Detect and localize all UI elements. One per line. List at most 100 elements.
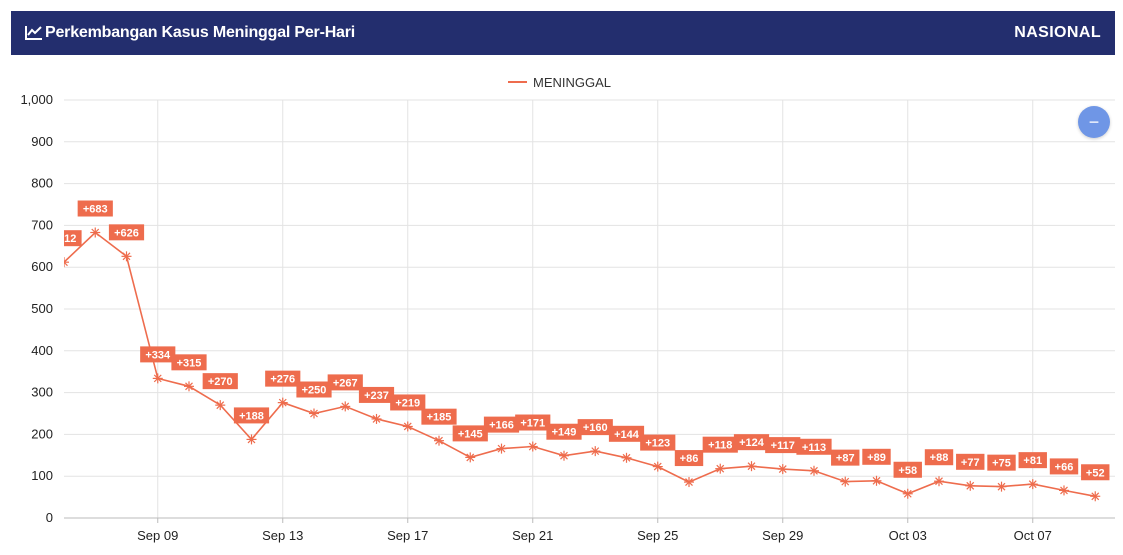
- data-label-box: [765, 437, 801, 454]
- data-label-box: [1049, 458, 1079, 475]
- data-label: +86: [674, 450, 704, 467]
- data-label: +334: [140, 346, 176, 363]
- x-tick-label: Sep 17: [387, 528, 428, 543]
- data-point: [777, 464, 788, 475]
- data-label: +145: [452, 425, 488, 442]
- data-label-text: +188: [239, 410, 264, 422]
- data-point: [246, 434, 257, 445]
- data-point: [715, 463, 726, 474]
- data-point: [371, 413, 382, 424]
- data-label: +144: [608, 425, 645, 442]
- data-point: [64, 257, 69, 268]
- data-label-box: [515, 414, 551, 431]
- data-label: +185: [421, 408, 457, 425]
- data-label-box: [987, 454, 1016, 471]
- data-label-box: [108, 224, 145, 241]
- data-point: [90, 227, 101, 238]
- chart-title-group: Perkembangan Kasus Meninggal Per-Hari: [25, 24, 355, 42]
- data-label-box: [546, 423, 582, 440]
- data-label-box: [483, 416, 520, 433]
- data-label: +77: [956, 453, 985, 470]
- data-label-text: +87: [836, 453, 855, 465]
- data-label: +117: [765, 437, 801, 454]
- data-point: [590, 446, 601, 457]
- x-tick-label: Sep 25: [637, 528, 678, 543]
- data-label-text: +683: [83, 204, 108, 216]
- x-tick-label: Oct 07: [1014, 528, 1052, 543]
- data-point: [996, 481, 1007, 492]
- data-point: [809, 465, 819, 476]
- data-label-box: [674, 450, 704, 467]
- data-label-box: [831, 449, 860, 466]
- data-label: +612: [64, 230, 82, 247]
- data-label: +270: [202, 373, 238, 390]
- data-point: [934, 476, 944, 487]
- data-label-box: [702, 436, 738, 453]
- data-point: [1059, 485, 1069, 496]
- data-point: [684, 477, 694, 488]
- data-label: +58: [893, 461, 922, 478]
- data-label: +237: [358, 386, 395, 403]
- data-label-text: +334: [145, 349, 171, 361]
- data-label-text: +267: [333, 377, 358, 389]
- minus-icon: −: [1088, 112, 1100, 132]
- data-label-text: +185: [427, 412, 452, 424]
- data-label-box: [956, 453, 985, 470]
- data-label: +75: [987, 454, 1016, 471]
- data-label-text: +124: [739, 437, 765, 449]
- data-label-box: [452, 425, 488, 442]
- data-label-text: +88: [930, 452, 949, 464]
- data-label: +123: [640, 434, 676, 451]
- y-tick-label: 400: [31, 343, 53, 358]
- data-label-box: [327, 374, 363, 391]
- line-chart: 0 100 200 300 400 500 600 700 800 900 1,000 Sep 09 S…: [20, 75, 1115, 543]
- data-label-text: +66: [1055, 461, 1074, 473]
- data-point: [309, 408, 319, 419]
- data-label: +276: [265, 370, 301, 387]
- data-label: +250: [296, 381, 332, 398]
- data-label: +52: [1081, 464, 1110, 481]
- data-label-text: +144: [614, 429, 640, 441]
- y-tick-label: 900: [31, 134, 53, 149]
- data-label-box: [202, 373, 238, 390]
- data-point: [1027, 479, 1038, 490]
- data-label-box: [862, 448, 891, 465]
- data-label-box: [77, 200, 113, 217]
- data-point: [559, 450, 569, 461]
- data-label-box: [265, 370, 301, 387]
- legend-label: MENINGGAL: [533, 75, 611, 90]
- data-point: [496, 443, 507, 454]
- data-point: [184, 381, 194, 392]
- data-label-text: +171: [520, 418, 545, 430]
- data-label-text: +166: [489, 420, 514, 432]
- data-label: +626: [108, 224, 145, 241]
- data-label-text: +145: [458, 428, 483, 440]
- data-label-box: [733, 434, 770, 451]
- data-point: [902, 488, 913, 499]
- data-label: +160: [577, 419, 613, 436]
- data-point: [965, 480, 976, 491]
- data-label: +166: [483, 416, 520, 433]
- data-label-text: +149: [552, 427, 577, 439]
- data-point: [215, 400, 226, 411]
- data-point: [277, 397, 288, 408]
- y-tick-label: 500: [31, 301, 53, 316]
- x-tick-label: Sep 13: [262, 528, 303, 543]
- chart-header: Perkembangan Kasus Meninggal Per-Hari NA…: [11, 11, 1115, 55]
- data-label-text: +315: [177, 357, 202, 369]
- data-point: [652, 461, 663, 472]
- data-label-box: [608, 425, 645, 442]
- data-label: +267: [327, 374, 363, 391]
- zoom-out-button[interactable]: −: [1078, 106, 1110, 138]
- data-point: [402, 421, 413, 432]
- data-label: +88: [924, 449, 954, 466]
- data-label: +683: [77, 200, 113, 217]
- data-label-box: [140, 346, 176, 363]
- data-label: +81: [1018, 452, 1047, 469]
- region-label: NASIONAL: [1014, 24, 1101, 41]
- series-meninggal: +612 +683 +626 +334 +315 +270 +188 +276 +250 +267…: [64, 200, 1110, 502]
- y-tick-label: 100: [31, 468, 53, 483]
- chart-title: Perkembangan Kasus Meninggal Per-Hari: [45, 24, 356, 41]
- data-label: +124: [733, 434, 770, 451]
- data-label-box: [893, 461, 922, 478]
